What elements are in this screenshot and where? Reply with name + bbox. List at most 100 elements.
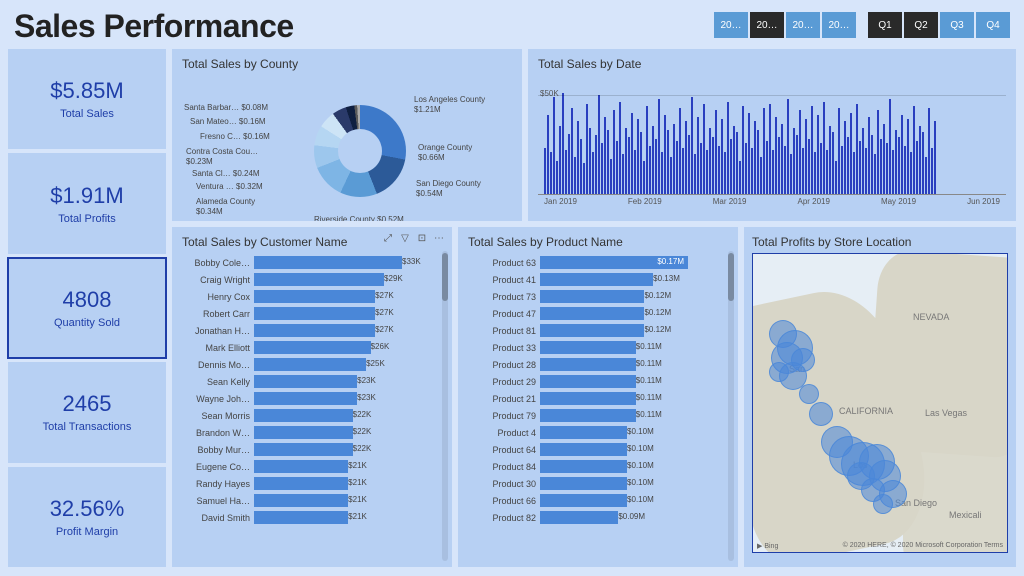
bar-row[interactable]: Product 79$0.11M xyxy=(468,408,728,423)
bar-row[interactable]: Product 30$0.10M xyxy=(468,476,728,491)
bar-row[interactable]: Product 66$0.10M xyxy=(468,493,728,508)
filter-icon[interactable]: ▽ xyxy=(398,231,412,245)
date-bar xyxy=(757,130,759,194)
scrollbar[interactable] xyxy=(728,251,734,561)
date-bar xyxy=(784,146,786,194)
more-icon[interactable]: ⋯ xyxy=(432,231,446,245)
bar-value: $0.11M xyxy=(636,376,670,385)
drill-icon[interactable]: ⤢ xyxy=(381,231,395,245)
bar-row[interactable]: Product 28$0.11M xyxy=(468,357,728,372)
bar-row[interactable]: Robert Carr$27K xyxy=(182,306,442,321)
kpi-card[interactable]: 4808Quantity Sold xyxy=(8,258,166,358)
bar-row[interactable]: Product 4$0.10M xyxy=(468,425,728,440)
date-bar xyxy=(838,108,840,194)
date-bar xyxy=(622,154,624,194)
map-canvas[interactable]: ▶ Bing © 2020 HERE, © 2020 Microsoft Cor… xyxy=(752,253,1008,553)
map-bubble[interactable] xyxy=(873,494,893,514)
year-filter-btn[interactable]: 20… xyxy=(786,12,820,38)
bar-row[interactable]: Randy Hayes$21K xyxy=(182,476,442,491)
bar-row[interactable]: Craig Wright$29K xyxy=(182,272,442,287)
quarter-filter-btn[interactable]: Q4 xyxy=(976,12,1010,38)
bar-value: $22K xyxy=(353,410,387,419)
quarter-filter-btn[interactable]: Q2 xyxy=(904,12,938,38)
kpi-label: Quantity Sold xyxy=(54,317,120,329)
map-bubble[interactable] xyxy=(809,402,833,426)
bar-name: Product 29 xyxy=(468,377,540,387)
date-bar xyxy=(646,106,648,194)
bar-row[interactable]: Product 81$0.12M xyxy=(468,323,728,338)
year-filter-btn[interactable]: 20… xyxy=(750,12,784,38)
scrollbar[interactable] xyxy=(442,251,448,561)
bar-row[interactable]: Product 33$0.11M xyxy=(468,340,728,355)
map-card[interactable]: Total Profits by Store Location ▶ Bing ©… xyxy=(744,227,1016,567)
bar-row[interactable]: Mark Elliott$26K xyxy=(182,340,442,355)
county-chart-card[interactable]: Total Sales by County Los Angeles County… xyxy=(172,49,522,221)
quarter-filter-btn[interactable]: Q3 xyxy=(940,12,974,38)
month-label: Jan 2019 xyxy=(544,197,577,206)
bar-row[interactable]: Dennis Mo…$25K xyxy=(182,357,442,372)
date-bar xyxy=(823,102,825,194)
date-bar xyxy=(850,113,852,194)
product-chart-card[interactable]: Total Sales by Product Name Product 63$0… xyxy=(458,227,738,567)
date-bar xyxy=(892,150,894,194)
date-bar xyxy=(817,115,819,194)
donut-label: Alameda County$0.34M xyxy=(196,197,255,216)
bar-row[interactable]: Henry Cox$27K xyxy=(182,289,442,304)
bar-row[interactable]: Bobby Cole…$33K xyxy=(182,255,442,270)
date-bar xyxy=(733,126,735,194)
date-bars xyxy=(538,77,1006,195)
year-filter-btn[interactable]: 20… xyxy=(714,12,748,38)
bar-value: $0.13M xyxy=(653,274,687,283)
date-bar xyxy=(640,132,642,194)
donut-label: San Diego County$0.54M xyxy=(416,179,481,198)
bar-value: $0.12M xyxy=(644,325,678,334)
kpi-card[interactable]: 32.56%Profit Margin xyxy=(8,467,166,567)
bar-name: Product 79 xyxy=(468,411,540,421)
bar-row[interactable]: Product 21$0.11M xyxy=(468,391,728,406)
bar-value: $27K xyxy=(375,308,409,317)
quarter-filter-btn[interactable]: Q1 xyxy=(868,12,902,38)
kpi-card[interactable]: 2465Total Transactions xyxy=(8,362,166,462)
focus-icon[interactable]: ⊡ xyxy=(415,231,429,245)
map-label: Las Vegas xyxy=(925,408,967,418)
date-bar xyxy=(547,115,549,194)
bar-row[interactable]: Sean Morris$22K xyxy=(182,408,442,423)
bar-row[interactable]: David Smith$21K xyxy=(182,510,442,525)
bar-row[interactable]: Product 82$0.09M xyxy=(468,510,728,525)
product-chart-title: Total Sales by Product Name xyxy=(468,235,728,249)
date-bar xyxy=(910,152,912,194)
bar-row[interactable]: Sean Kelly$23K xyxy=(182,374,442,389)
bar-row[interactable]: Product 47$0.12M xyxy=(468,306,728,321)
year-filter-btn[interactable]: 20… xyxy=(822,12,856,38)
bar-row[interactable]: Product 63$0.17M xyxy=(468,255,728,270)
bar-row[interactable]: Bobby Mur…$22K xyxy=(182,442,442,457)
date-bar xyxy=(832,132,834,194)
bar-value: $23K xyxy=(357,393,391,402)
map-bubble[interactable] xyxy=(799,384,819,404)
county-chart-title: Total Sales by County xyxy=(182,57,512,71)
bar-row[interactable]: Product 41$0.13M xyxy=(468,272,728,287)
date-bar xyxy=(637,119,639,194)
bar-row[interactable]: Eugene Co…$21K xyxy=(182,459,442,474)
date-chart-card[interactable]: Total Sales by Date $50K Jan 2019Feb 201… xyxy=(528,49,1016,221)
date-bar xyxy=(649,146,651,194)
bar-name: Product 4 xyxy=(468,428,540,438)
bar-row[interactable]: Product 73$0.12M xyxy=(468,289,728,304)
bar-value: $22K xyxy=(353,444,387,453)
bar-row[interactable]: Product 29 $0.11M xyxy=(468,374,728,389)
bar-row[interactable]: Brandon W…$22K xyxy=(182,425,442,440)
date-bar xyxy=(556,161,558,194)
date-bar xyxy=(904,146,906,194)
date-bar xyxy=(634,150,636,194)
bar-row[interactable]: Product 84$0.10M xyxy=(468,459,728,474)
bar-row[interactable]: Wayne Joh…$23K xyxy=(182,391,442,406)
kpi-card[interactable]: $1.91MTotal Profits xyxy=(8,153,166,253)
bar-row[interactable]: Product 64$0.10M xyxy=(468,442,728,457)
bar-row[interactable]: Jonathan H…$27K xyxy=(182,323,442,338)
map-attr-bing: ▶ Bing xyxy=(757,542,778,550)
bar-row[interactable]: Samuel Ha…$21K xyxy=(182,493,442,508)
date-bar xyxy=(700,143,702,194)
bar-value: $23K xyxy=(357,376,391,385)
customer-chart-card[interactable]: Total Sales by Customer Name ⤢ ▽ ⊡ ⋯ Bob… xyxy=(172,227,452,567)
kpi-card[interactable]: $5.85MTotal Sales xyxy=(8,49,166,149)
